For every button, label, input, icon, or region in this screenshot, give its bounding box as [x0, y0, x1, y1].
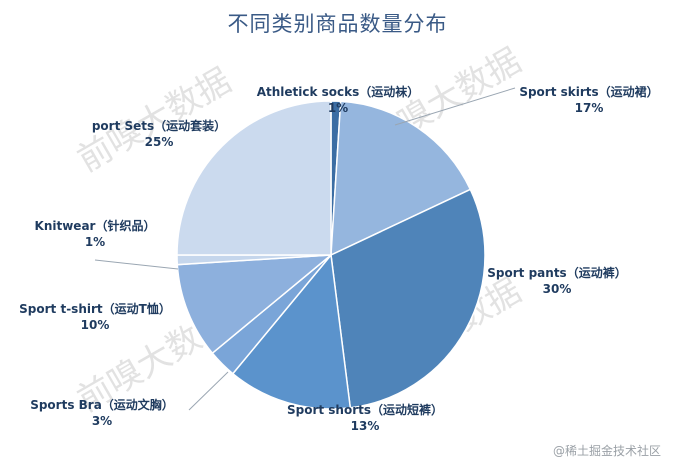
slice-label-name: Sport t-shirt（运动T恤） [19, 302, 171, 316]
pie-slice [330, 100, 472, 257]
leader-line [94, 259, 179, 270]
slice-label: Knitwear（针织品） 1% [0, 218, 205, 250]
slice-label: Sport t-shirt（运动T恤） 10% [0, 301, 205, 333]
slice-label-name: port Sets（运动套装） [91, 119, 227, 133]
slice-label: Sport shorts（运动短裤） 13% [255, 402, 475, 434]
slice-label: port Sets（运动套装） 25% [49, 118, 269, 150]
slice-label-value: 10% [80, 318, 110, 332]
slice-label-value: 25% [144, 135, 174, 149]
slice-label: Sport pants（运动裤） 30% [447, 265, 667, 297]
slice-label: Athletick socks（运动袜） 1% [228, 84, 448, 116]
slice-label-value: 1% [84, 235, 106, 249]
leader-lines [94, 87, 516, 411]
slice-label-name: Athletick socks（运动袜） [256, 85, 420, 99]
pie-slice [330, 188, 486, 409]
pie-slice [231, 253, 352, 410]
slice-label-value: 3% [91, 414, 113, 428]
pie-slice [176, 254, 334, 355]
slice-label-value: 1% [327, 101, 349, 115]
leader-line [188, 371, 229, 411]
pie-slices [176, 100, 486, 410]
footer-credit: @稀土掘金技术社区 [552, 444, 661, 458]
slice-label-value: 17% [574, 101, 604, 115]
pie-slice [176, 100, 332, 256]
slice-label-value: 13% [350, 419, 380, 433]
slice-label-name: Sport skirts（运动裙） [519, 85, 659, 99]
slice-label-name: Knitwear（针织品） [34, 219, 156, 233]
slice-label-name: Sports Bra（运动文胸） [30, 398, 174, 412]
chart-title: 不同类别商品数量分布 [227, 12, 448, 36]
leader-line [394, 87, 516, 126]
slice-label: Sports Bra（运动文胸） 3% [0, 397, 212, 429]
slice-label: Sport skirts（运动裙） 17% [479, 84, 675, 116]
slice-label-value: 30% [542, 282, 572, 296]
slice-label-name: Sport shorts（运动短裤） [286, 403, 444, 417]
slice-label-name: Sport pants（运动裤） [487, 266, 627, 280]
